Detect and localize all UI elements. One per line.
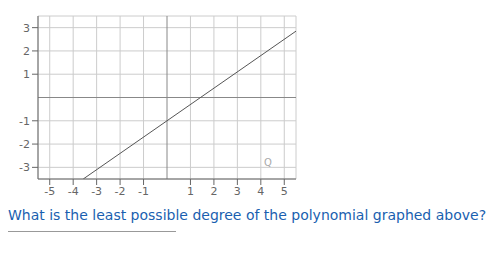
svg-text:3: 3 — [23, 22, 30, 35]
svg-text:5: 5 — [281, 185, 288, 198]
svg-text:3: 3 — [234, 185, 241, 198]
svg-text:1: 1 — [23, 68, 30, 81]
svg-text:Q: Q — [264, 157, 272, 168]
svg-text:2: 2 — [210, 185, 217, 198]
svg-text:-3: -3 — [91, 185, 102, 198]
svg-text:-4: -4 — [68, 185, 79, 198]
svg-text:-3: -3 — [19, 161, 30, 174]
svg-text:4: 4 — [257, 185, 264, 198]
html-text:What is the least possible deg: What is the least possible degree of the… — [8, 207, 487, 223]
svg-text:2: 2 — [23, 45, 30, 58]
svg-text:-2: -2 — [115, 185, 126, 198]
svg-text:1: 1 — [187, 185, 194, 198]
svg-text:-5: -5 — [44, 185, 55, 198]
svg-text:-1: -1 — [138, 185, 149, 198]
svg-text:-2: -2 — [19, 138, 30, 151]
svg-text:-1: -1 — [19, 115, 30, 128]
